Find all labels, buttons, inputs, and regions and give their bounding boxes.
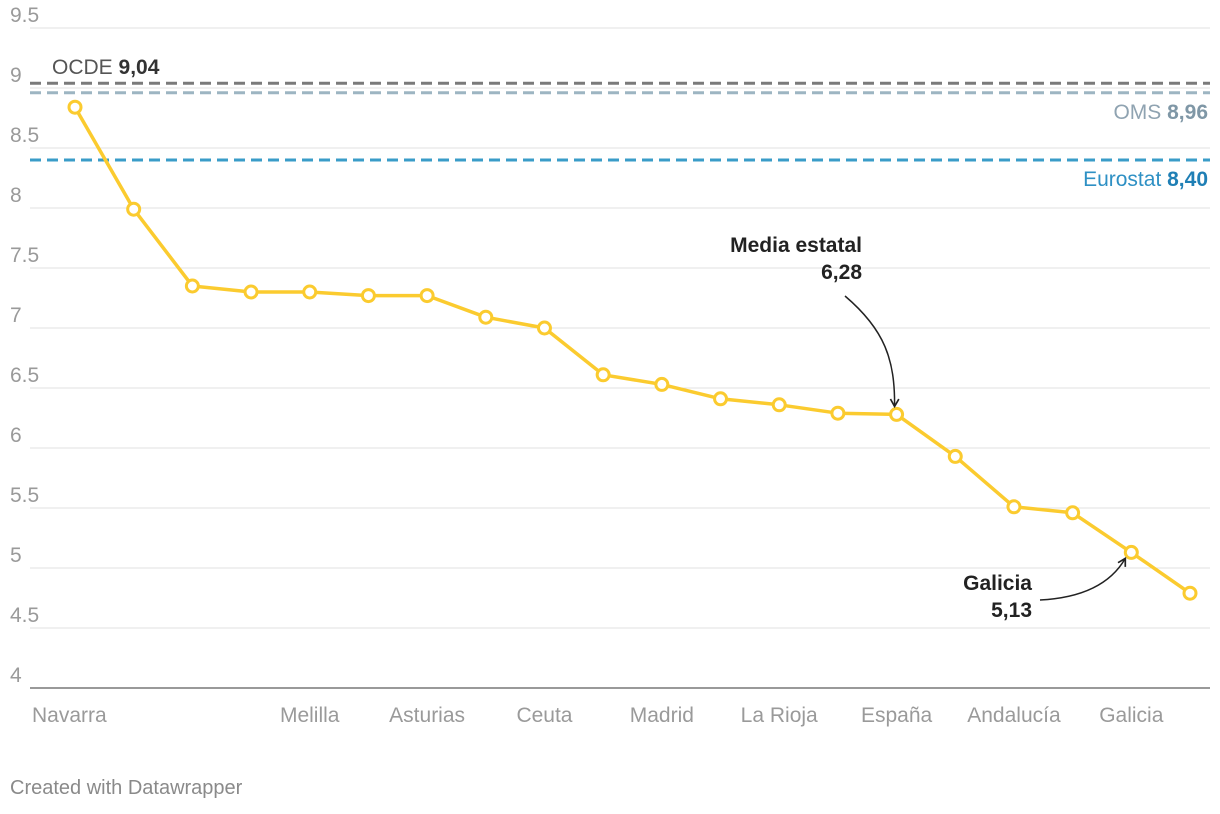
data-point <box>478 309 494 325</box>
y-tick-label: 6.5 <box>10 364 39 387</box>
data-point <box>419 288 435 304</box>
x-tick-label: Asturias <box>389 704 465 727</box>
reference-name: Eurostat <box>1083 168 1167 191</box>
x-axis-tick-labels: Navarra Melilla Asturias Ceuta Madrid La Rioj… <box>32 704 1164 727</box>
data-point <box>1006 499 1022 515</box>
reference-lines: OCDE 9,04 OMS 8,96 Eurostat 8,40 <box>30 56 1210 191</box>
reference-name: OCDE <box>52 56 119 79</box>
x-tick-label: Melilla <box>280 704 340 727</box>
y-tick-label: 5 <box>10 544 22 567</box>
y-tick-label: 5.5 <box>10 484 39 507</box>
x-tick-label: Andalucía <box>967 704 1061 727</box>
reference-value: 8,40 <box>1167 168 1208 191</box>
reference-label-eurostat: Eurostat 8,40 <box>1083 168 1208 191</box>
grid-lines <box>30 27 1210 689</box>
x-tick-label: Ceuta <box>516 704 572 727</box>
annotation-value: 5,13 <box>991 599 1032 622</box>
x-tick-label: La Rioja <box>741 704 818 727</box>
reference-value: 8,96 <box>1167 101 1208 124</box>
annotation-arrow <box>844 295 900 409</box>
y-tick-label: 8.5 <box>10 124 39 147</box>
y-tick-label: 7.5 <box>10 244 39 267</box>
data-point <box>302 284 318 300</box>
y-tick-label: 7 <box>10 304 22 327</box>
data-point <box>1123 544 1139 560</box>
data-point <box>536 320 552 336</box>
y-tick-label: 6 <box>10 424 22 447</box>
data-point <box>243 284 259 300</box>
annotations: Media estatal 6,28 Galicia 5,13 <box>730 234 1127 622</box>
annotation-arrow <box>1039 556 1127 601</box>
data-point <box>771 397 787 413</box>
annotation-title: Galicia <box>963 572 1032 595</box>
data-point <box>126 201 142 217</box>
series-line <box>73 106 1191 595</box>
data-point <box>889 406 905 422</box>
series-navarra-to-galicia <box>67 99 1198 601</box>
data-point <box>947 448 963 464</box>
x-tick-label: Galicia <box>1099 704 1164 727</box>
data-point <box>1065 505 1081 521</box>
x-tick-label: Madrid <box>630 704 694 727</box>
data-point <box>184 278 200 294</box>
annotation-value: 6,28 <box>821 261 862 284</box>
y-tick-label: 4 <box>10 664 22 687</box>
data-point <box>360 288 376 304</box>
data-point <box>595 367 611 383</box>
y-tick-label: 8 <box>10 184 22 207</box>
data-point <box>654 376 670 392</box>
x-tick-label: España <box>861 704 933 727</box>
credit-text: Created with Datawrapper <box>10 777 243 799</box>
reference-value: 9,04 <box>119 56 160 79</box>
data-point <box>830 405 846 421</box>
reference-label-oms: OMS 8,96 <box>1113 101 1208 124</box>
x-tick-label: Navarra <box>32 704 107 727</box>
data-point <box>1182 585 1198 601</box>
data-point <box>67 99 83 115</box>
y-tick-label: 4.5 <box>10 604 39 627</box>
annotation-title: Media estatal <box>730 234 862 257</box>
y-axis-tick-labels: 4 4.5 5 5.5 6 6.5 7 7.5 8 8.5 9 9.5 <box>10 4 39 687</box>
y-tick-label: 9.5 <box>10 4 39 27</box>
data-point <box>713 391 729 407</box>
reference-name: OMS <box>1113 101 1167 124</box>
y-tick-label: 9 <box>10 64 22 87</box>
reference-label-ocde: OCDE 9,04 <box>52 56 160 79</box>
